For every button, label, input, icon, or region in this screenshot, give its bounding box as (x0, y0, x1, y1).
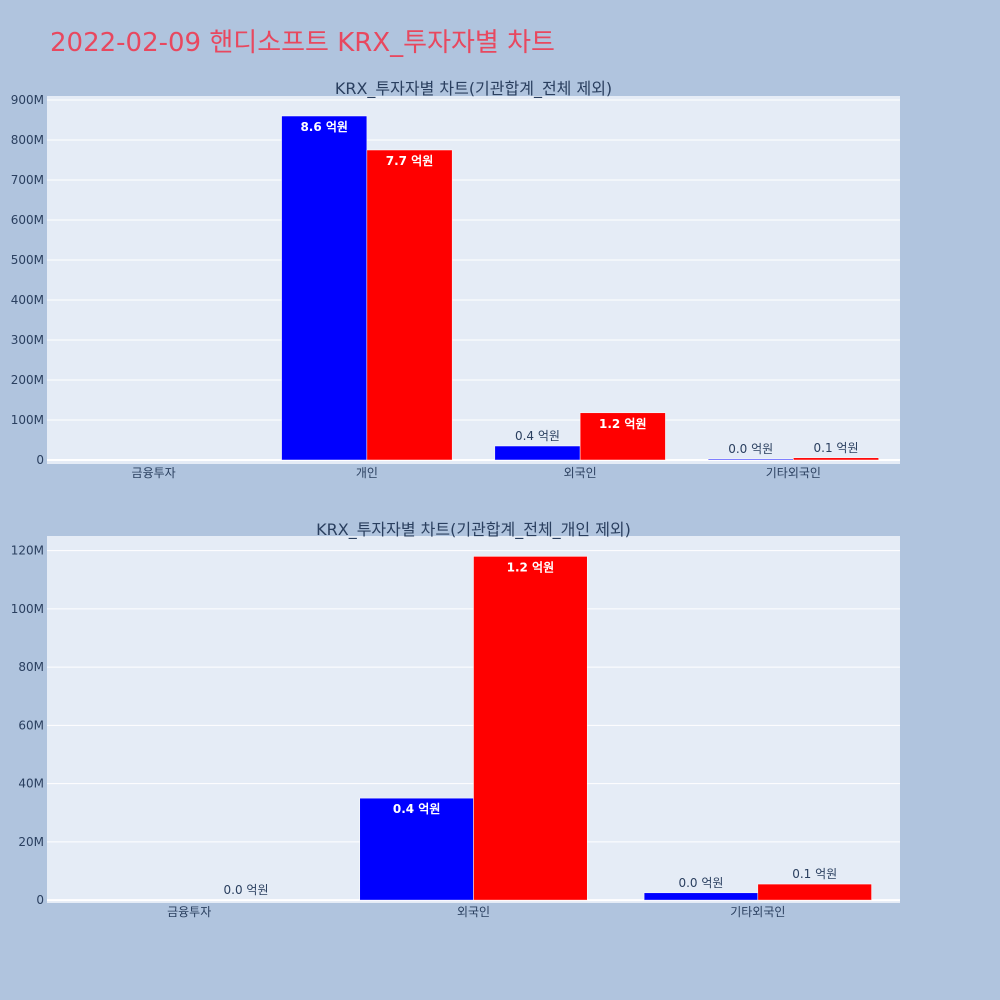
data-label: 0.4 억원 (515, 429, 560, 443)
y-tick-label: 20M (18, 835, 44, 849)
bar (359, 797, 474, 901)
data-label: 0.0 억원 (728, 442, 773, 456)
y-tick-label: 120M (11, 544, 44, 558)
y-tick-label: 800M (11, 133, 44, 147)
y-tick-label: 0 (36, 893, 44, 907)
data-label: 1.2 억원 (599, 417, 647, 431)
y-tick-label: 300M (11, 333, 44, 347)
chart-2: KRX_투자자별 차트(기관합계_전체_개인 제외) 0 20M 40M 60M 80M 1… (11, 520, 900, 919)
bar (579, 412, 666, 461)
y-tick-label: 900M (11, 93, 44, 107)
y-tick-label: 200M (11, 373, 44, 387)
data-label: 0.0 억원 (678, 876, 723, 890)
y-tick-label: 80M (18, 660, 44, 674)
bar (643, 892, 759, 901)
data-label: 8.6 억원 (300, 120, 348, 134)
x-tick-label: 금융투자 (167, 905, 211, 919)
plot-area (47, 96, 900, 464)
y-tick-label: 0 (36, 453, 44, 467)
data-label: 0.0 억원 (224, 883, 269, 897)
y-tick-label: 100M (11, 602, 44, 616)
x-tick-label: 기타외국인 (766, 466, 821, 480)
bar (281, 115, 368, 461)
x-tick-label: 외국인 (564, 466, 597, 480)
bar (757, 883, 872, 901)
bar (707, 458, 794, 461)
chart-1: KRX_투자자별 차트(기관합계_전체 제외) 0 100M 200M 300M 400M… (11, 79, 900, 480)
bar (494, 445, 581, 461)
y-tick-label: 400M (11, 293, 44, 307)
bar (793, 457, 879, 461)
bar (473, 556, 588, 901)
y-tick-label: 40M (18, 777, 44, 791)
bar (366, 149, 453, 461)
y-tick-label: 600M (11, 213, 44, 227)
x-tick-label: 기타외국인 (730, 905, 785, 919)
x-tick-label: 외국인 (457, 905, 490, 919)
y-tick-label: 100M (11, 413, 44, 427)
y-tick-label: 500M (11, 253, 44, 267)
x-tick-label: 개인 (356, 466, 378, 480)
page-title: 2022-02-09 핸디소프트 KRX_투자자별 차트 (50, 28, 555, 58)
data-label: 7.7 억원 (386, 154, 434, 168)
chart-title: KRX_투자자별 차트(기관합계_전체_개인 제외) (316, 520, 631, 540)
data-label: 0.1 억원 (792, 867, 837, 881)
data-label: 0.4 억원 (393, 802, 441, 816)
chart-title: KRX_투자자별 차트(기관합계_전체 제외) (335, 79, 612, 99)
y-tick-label: 60M (18, 718, 44, 732)
data-label: 0.1 억원 (814, 441, 859, 455)
data-label: 1.2 억원 (507, 560, 555, 574)
x-tick-label: 금융투자 (132, 466, 176, 480)
y-tick-label: 700M (11, 173, 44, 187)
